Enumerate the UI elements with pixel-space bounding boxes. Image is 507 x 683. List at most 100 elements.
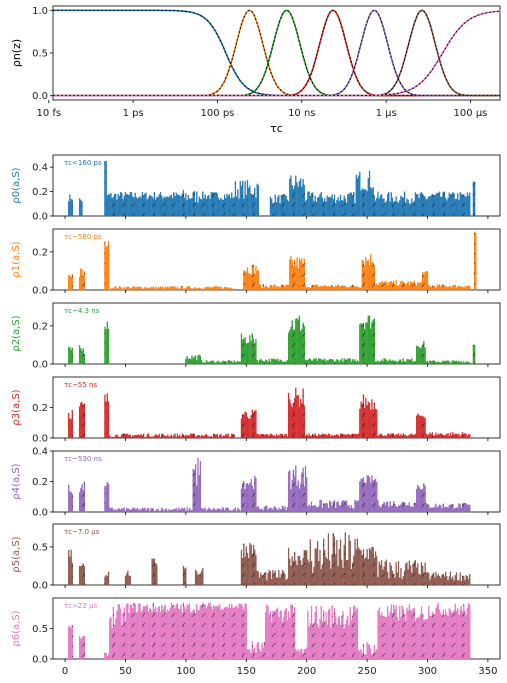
bar xyxy=(171,605,174,660)
bar xyxy=(109,618,111,660)
bar xyxy=(306,199,308,217)
bar xyxy=(307,287,309,291)
bar xyxy=(191,288,193,291)
bar xyxy=(198,354,200,365)
bar xyxy=(184,288,186,291)
bar xyxy=(337,501,339,513)
bar xyxy=(396,507,398,513)
bar xyxy=(349,507,351,513)
bar xyxy=(279,509,281,513)
bar xyxy=(235,196,238,217)
bar xyxy=(112,436,115,439)
bar xyxy=(368,644,371,660)
bar xyxy=(354,538,356,586)
bar xyxy=(268,358,270,365)
bar xyxy=(313,358,315,365)
bar xyxy=(159,611,162,660)
bar xyxy=(393,280,395,291)
bar xyxy=(425,199,427,217)
bar xyxy=(257,506,260,513)
bar xyxy=(366,475,368,513)
bar xyxy=(199,198,202,217)
bar xyxy=(380,433,383,439)
bar xyxy=(296,182,298,217)
bar xyxy=(70,276,72,291)
top-panel: 0.00.51.010 fs 1 ps 100 ps 10 ns 1 μs 100 μsρ… xyxy=(10,5,501,135)
bar xyxy=(353,191,355,217)
bar xyxy=(306,477,308,513)
bar xyxy=(333,361,336,365)
bar xyxy=(447,507,449,513)
bar xyxy=(274,506,276,513)
bar xyxy=(336,285,338,291)
bar xyxy=(344,359,346,365)
bar xyxy=(240,488,243,513)
bar xyxy=(238,509,240,513)
bar xyxy=(337,434,339,439)
bar xyxy=(156,508,158,513)
bar xyxy=(359,408,361,439)
bar xyxy=(417,484,419,513)
bar xyxy=(278,616,280,660)
bar xyxy=(130,604,133,660)
bar xyxy=(106,245,108,291)
panel-ylabel: ρ6(a,S) xyxy=(11,610,22,646)
bar xyxy=(376,283,378,291)
bar xyxy=(159,436,162,439)
bar xyxy=(293,476,296,513)
bar xyxy=(277,577,279,586)
bar xyxy=(437,361,440,365)
bar xyxy=(378,505,380,513)
bar xyxy=(454,508,456,513)
bar xyxy=(467,434,470,439)
bar xyxy=(136,198,139,217)
bar xyxy=(221,288,223,291)
bar xyxy=(245,195,247,217)
bar xyxy=(210,606,212,660)
bar xyxy=(122,612,124,660)
bar xyxy=(211,436,214,439)
bar xyxy=(202,436,204,439)
bar xyxy=(442,503,444,513)
bar xyxy=(178,507,180,513)
bar xyxy=(145,436,147,439)
bar xyxy=(448,608,450,660)
bar xyxy=(432,285,435,291)
bar xyxy=(80,348,82,365)
bar xyxy=(451,612,453,660)
bar xyxy=(289,470,291,513)
bar xyxy=(447,432,449,439)
bar xyxy=(120,608,122,660)
bar xyxy=(284,286,286,291)
bar xyxy=(191,355,193,365)
bar xyxy=(244,270,246,291)
bar xyxy=(454,574,456,586)
bar xyxy=(405,563,407,586)
panel-annotation: τc~580 ps xyxy=(64,233,102,241)
bar xyxy=(184,568,186,586)
bar xyxy=(335,435,337,439)
bar xyxy=(445,434,447,439)
bar xyxy=(242,414,244,439)
bar xyxy=(161,507,163,513)
bar xyxy=(182,602,185,660)
bar xyxy=(107,571,110,586)
bar xyxy=(293,259,296,291)
bar xyxy=(117,436,119,439)
bar xyxy=(135,197,137,217)
bar xyxy=(365,557,367,586)
bar xyxy=(307,506,309,513)
bar xyxy=(269,196,272,217)
bar xyxy=(250,653,252,660)
bar xyxy=(257,361,260,365)
bar xyxy=(391,505,394,513)
bar xyxy=(308,626,310,660)
bar xyxy=(266,434,268,439)
bar xyxy=(181,507,183,513)
bar xyxy=(417,563,419,586)
bar xyxy=(385,501,388,513)
bar xyxy=(104,486,106,513)
bar xyxy=(365,257,367,291)
bar xyxy=(300,178,302,217)
